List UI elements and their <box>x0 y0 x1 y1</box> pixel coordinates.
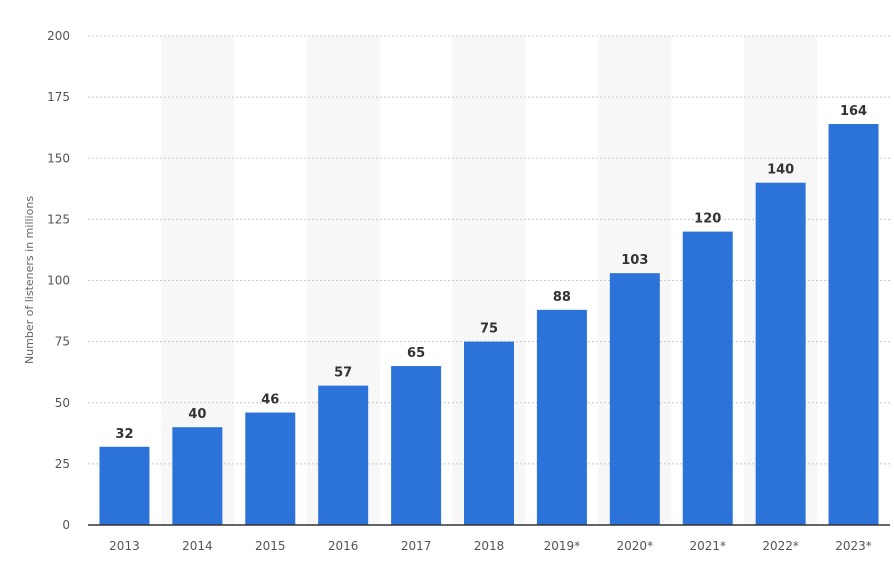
x-tick-label: 2014 <box>182 539 213 553</box>
y-axis: 0 25 50 75 100 125 150 175 200 <box>47 29 70 532</box>
data-label: 65 <box>407 346 425 361</box>
bar <box>245 412 296 525</box>
data-label: 46 <box>261 393 279 408</box>
bar <box>99 446 150 525</box>
x-tick-label: 2016 <box>328 539 359 553</box>
x-tick-label: 2022* <box>762 539 799 553</box>
y-tick-label: 175 <box>47 90 70 104</box>
data-label: 75 <box>480 322 498 337</box>
bars <box>99 124 879 526</box>
data-label: 32 <box>115 427 133 442</box>
bar <box>609 273 660 525</box>
x-axis: 2013 2014 2015 2016 2017 2018 2019* 2020* 2021* 2… <box>88 524 890 553</box>
bar <box>682 231 733 525</box>
data-labels: 32 40 46 57 65 75 88 103 120 140 164 <box>115 104 867 442</box>
data-label: 164 <box>840 104 867 119</box>
bar <box>536 309 587 525</box>
y-tick-label: 0 <box>62 518 70 532</box>
x-tick-label: 2021* <box>689 539 726 553</box>
data-label: 140 <box>767 163 794 178</box>
y-tick-label: 150 <box>47 151 70 165</box>
data-label: 103 <box>621 253 648 268</box>
y-axis-title: Number of listeners in millions <box>23 196 36 364</box>
x-tick-label: 2013 <box>109 539 140 553</box>
bar <box>464 341 514 525</box>
bar <box>318 385 369 525</box>
y-tick-label: 50 <box>55 396 70 410</box>
y-tick-label: 125 <box>47 212 70 226</box>
bar <box>391 366 442 525</box>
y-tick-label: 25 <box>55 457 70 471</box>
data-label: 57 <box>334 366 352 381</box>
x-tick-label: 2020* <box>617 539 654 553</box>
x-tick-label: 2018 <box>474 539 505 553</box>
y-tick-label: 100 <box>47 274 70 288</box>
bar <box>172 427 223 525</box>
x-tick-label: 2019* <box>544 539 581 553</box>
y-tick-label: 75 <box>55 335 70 349</box>
bar <box>828 124 879 526</box>
bar <box>755 182 806 525</box>
data-label: 88 <box>553 290 571 305</box>
data-label: 40 <box>188 407 206 422</box>
y-tick-label: 200 <box>47 29 70 43</box>
x-tick-label: 2017 <box>401 539 432 553</box>
data-label: 120 <box>694 212 721 227</box>
x-tick-label: 2015 <box>255 539 286 553</box>
x-tick-label: 2023* <box>835 539 872 553</box>
